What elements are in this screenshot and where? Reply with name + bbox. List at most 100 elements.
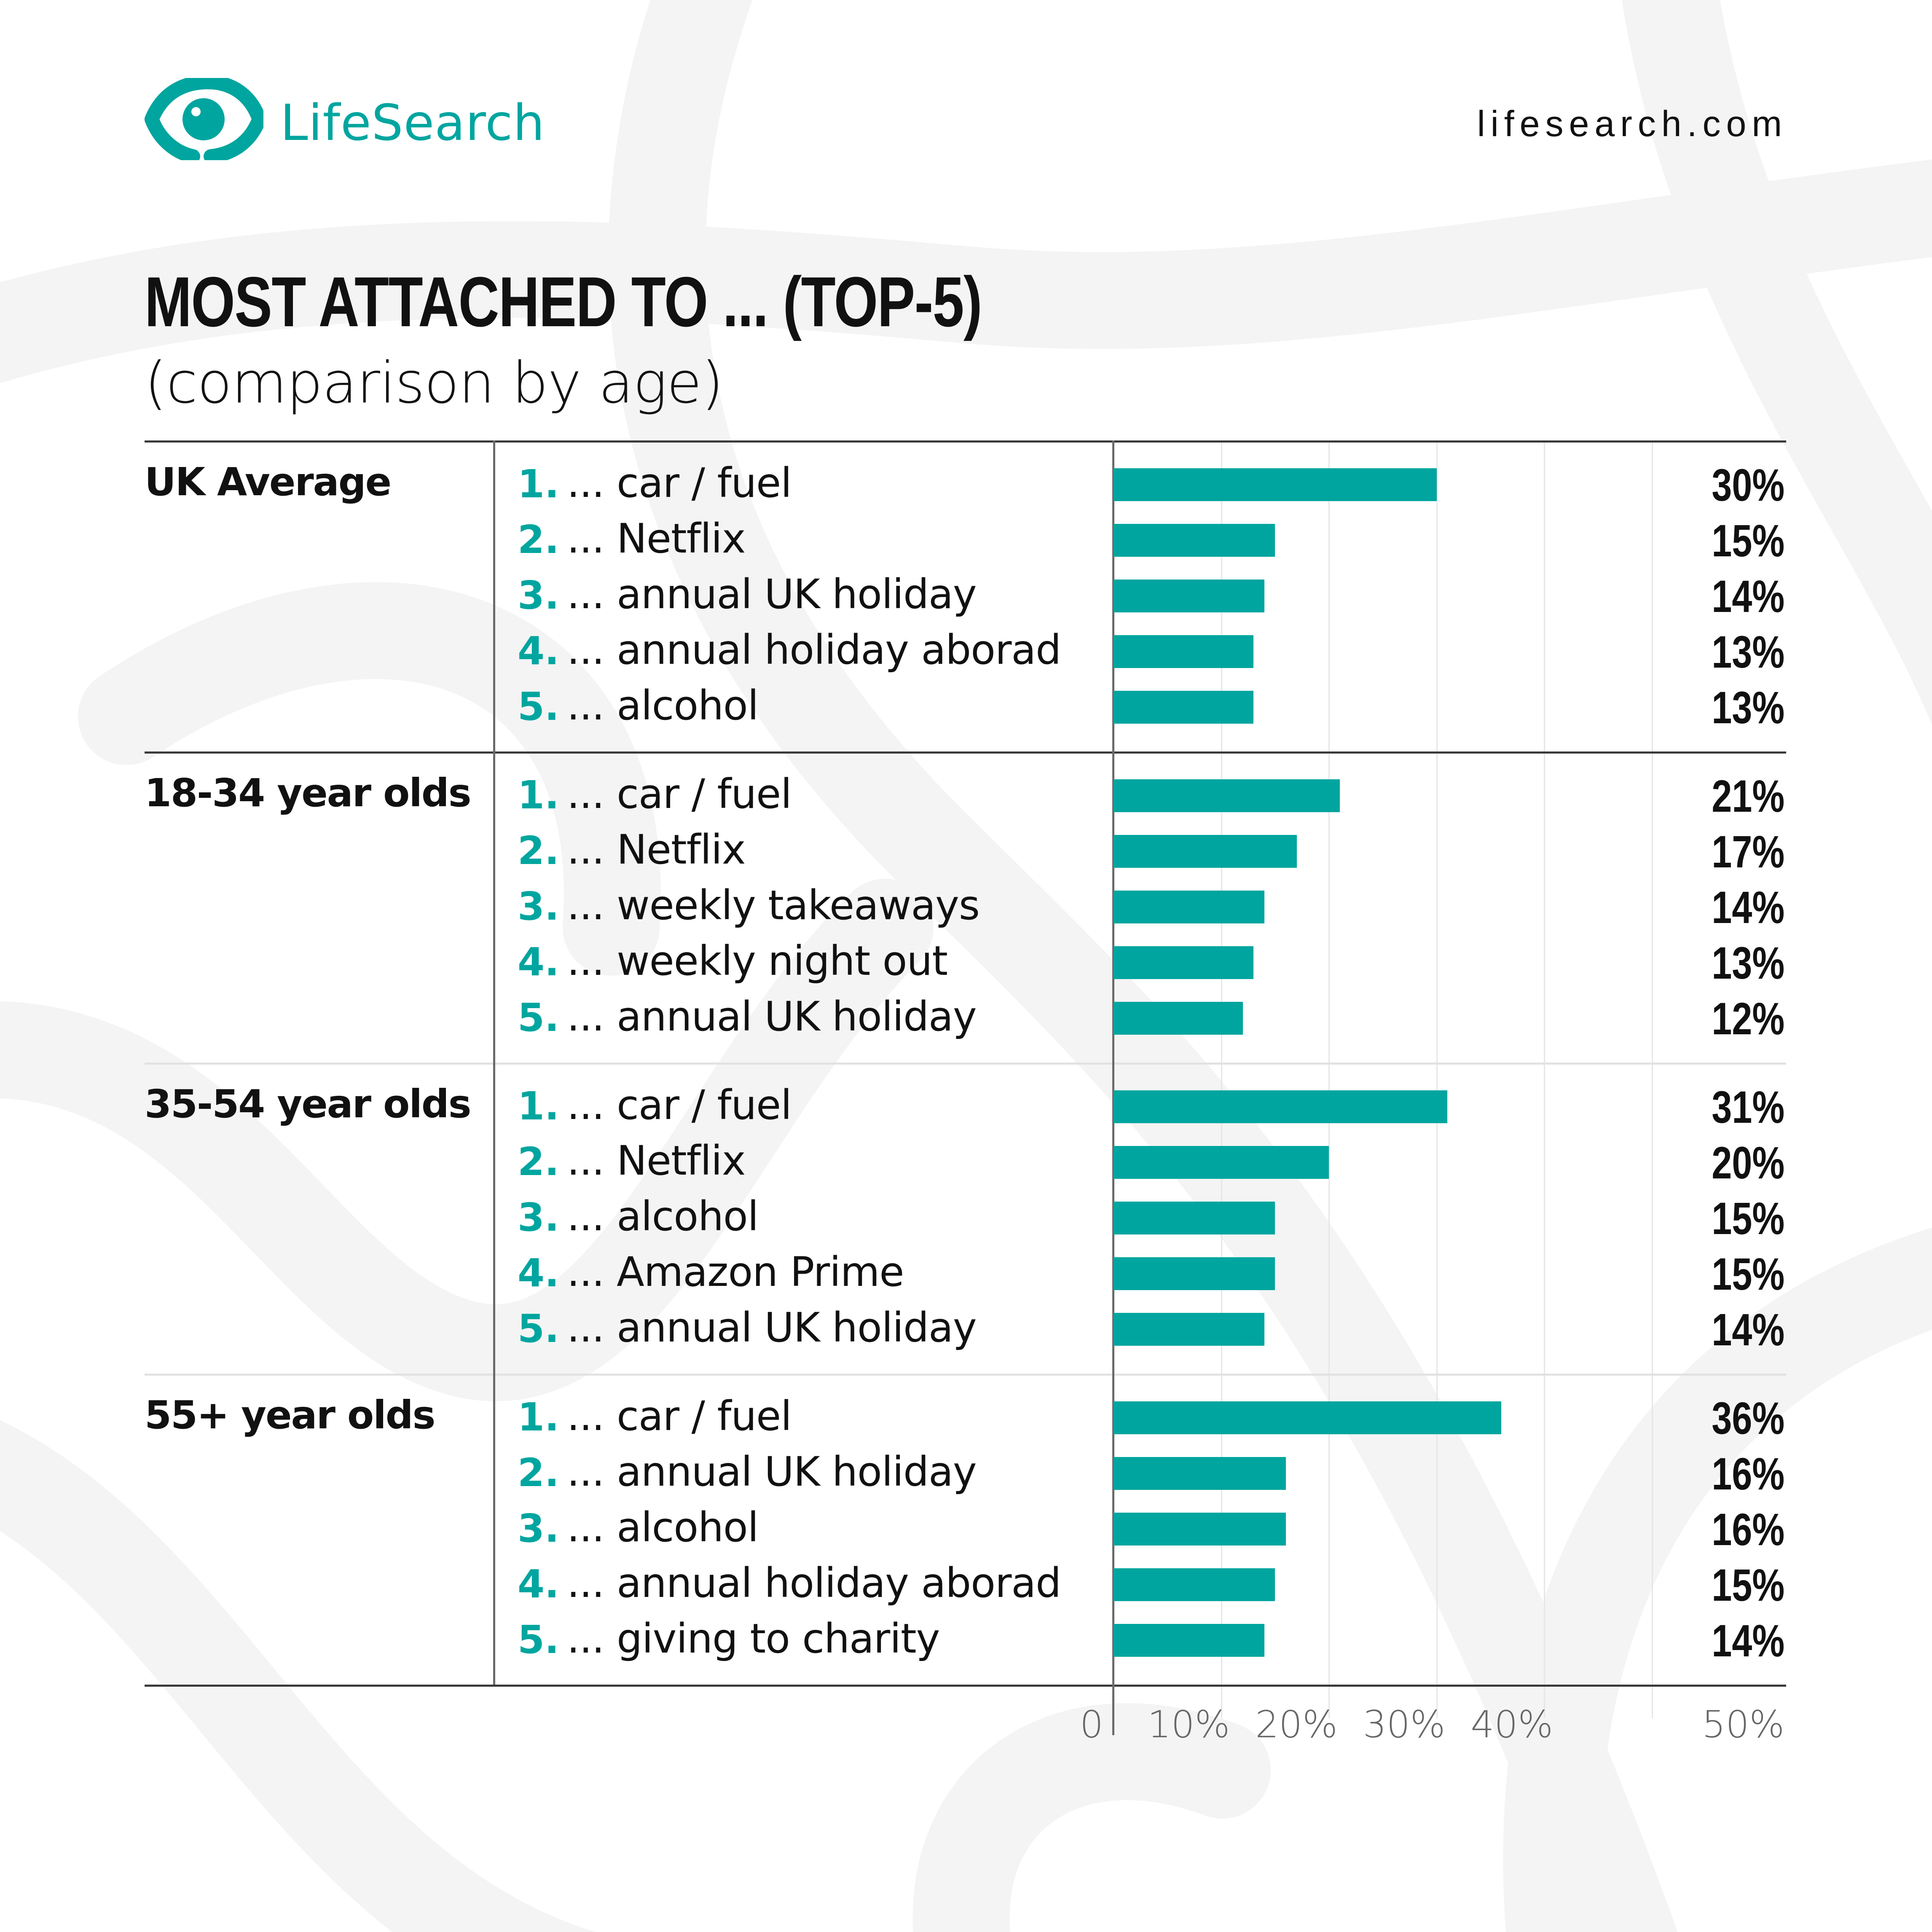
item-label: ... annual holiday aborad bbox=[567, 626, 1061, 674]
x-tick-label: 20% bbox=[1255, 1703, 1338, 1746]
item-rank: 4. bbox=[518, 1562, 559, 1607]
group-label: 55+ year olds bbox=[145, 1393, 435, 1438]
x-tick-label: 10% bbox=[1147, 1703, 1230, 1746]
item-label: ... alcohol bbox=[567, 1504, 759, 1551]
value-label: 15% bbox=[1712, 515, 1784, 566]
item-label: ... car / fuel bbox=[567, 1393, 792, 1440]
chart-title: MOST ATTACHED TO ... (TOP-5) bbox=[145, 262, 982, 341]
item-rank: 4. bbox=[518, 1250, 559, 1296]
site-url[interactable]: lifesearch.com bbox=[1477, 104, 1787, 144]
item-rank: 1. bbox=[518, 462, 559, 507]
item-label: ... alcohol bbox=[567, 1193, 759, 1240]
bar bbox=[1114, 779, 1340, 812]
x-tick-label: 50% bbox=[1702, 1703, 1784, 1746]
item-label: ... Netflix bbox=[567, 826, 746, 873]
item-rank: 5. bbox=[518, 995, 559, 1040]
bar bbox=[1114, 946, 1254, 979]
value-label: 14% bbox=[1712, 571, 1784, 622]
bar bbox=[1114, 580, 1264, 612]
value-label: 15% bbox=[1712, 1559, 1784, 1610]
item-rank: 1. bbox=[518, 1084, 559, 1129]
x-tick-label: 0 bbox=[1080, 1703, 1103, 1746]
value-label: 14% bbox=[1712, 1304, 1784, 1355]
item-rank: 2. bbox=[518, 517, 559, 562]
value-label: 17% bbox=[1712, 826, 1784, 877]
item-rank: 5. bbox=[518, 1306, 559, 1351]
gridline bbox=[1328, 440, 1330, 1718]
item-label: ... giving to charity bbox=[567, 1615, 940, 1662]
value-label: 30% bbox=[1712, 459, 1784, 510]
bar bbox=[1114, 1457, 1286, 1490]
column-divider bbox=[493, 440, 495, 1685]
gridline bbox=[1221, 440, 1222, 1718]
row-separator bbox=[145, 1685, 1786, 1687]
gridline bbox=[1436, 440, 1438, 1718]
value-label: 15% bbox=[1712, 1193, 1784, 1244]
bar bbox=[1114, 635, 1254, 668]
group-label: 18-34 year olds bbox=[145, 770, 471, 816]
item-label: ... annual UK holiday bbox=[567, 571, 977, 618]
value-label: 16% bbox=[1712, 1448, 1784, 1499]
item-rank: 5. bbox=[518, 684, 559, 729]
bar bbox=[1114, 1624, 1264, 1657]
value-label: 14% bbox=[1712, 1615, 1784, 1666]
bar bbox=[1114, 1401, 1502, 1434]
chart-subtitle: (comparison by age) bbox=[145, 350, 724, 416]
bar bbox=[1114, 835, 1297, 868]
item-label: ... weekly takeaways bbox=[567, 882, 980, 929]
item-rank: 3. bbox=[518, 884, 559, 929]
gridline bbox=[1544, 440, 1546, 1718]
item-label: ... annual UK holiday bbox=[567, 1448, 977, 1495]
group-label: UK Average bbox=[145, 459, 392, 504]
row-separator bbox=[145, 1063, 1786, 1065]
value-label: 20% bbox=[1712, 1137, 1784, 1188]
value-label: 13% bbox=[1712, 937, 1784, 988]
value-label: 15% bbox=[1712, 1248, 1784, 1299]
y-axis-line bbox=[1112, 440, 1114, 1735]
group-label: 35-54 year olds bbox=[145, 1081, 471, 1127]
bar bbox=[1114, 524, 1275, 557]
item-rank: 3. bbox=[518, 1506, 559, 1551]
item-rank: 5. bbox=[518, 1617, 559, 1662]
bar bbox=[1114, 1568, 1275, 1601]
x-tick-label: 30% bbox=[1363, 1703, 1446, 1746]
bar bbox=[1114, 1090, 1448, 1123]
item-label: ... car / fuel bbox=[567, 459, 792, 507]
item-rank: 2. bbox=[518, 1450, 559, 1495]
bar bbox=[1114, 691, 1254, 724]
item-rank: 4. bbox=[518, 939, 559, 985]
value-label: 16% bbox=[1712, 1504, 1784, 1555]
item-label: ... annual UK holiday bbox=[567, 993, 977, 1040]
row-separator bbox=[145, 751, 1786, 754]
item-label: ... weekly night out bbox=[567, 937, 948, 985]
item-rank: 1. bbox=[518, 773, 559, 818]
value-label: 14% bbox=[1712, 882, 1784, 933]
item-label: ... annual holiday aborad bbox=[567, 1559, 1061, 1607]
gridline bbox=[1652, 440, 1653, 1718]
item-rank: 2. bbox=[518, 1139, 559, 1184]
bar bbox=[1114, 1146, 1329, 1179]
item-label: ... alcohol bbox=[567, 682, 759, 729]
item-label: ... Netflix bbox=[567, 1137, 746, 1184]
item-label: ... car / fuel bbox=[567, 770, 792, 818]
bar bbox=[1114, 1257, 1275, 1290]
brand-name: LifeSearch bbox=[280, 94, 545, 152]
bar bbox=[1114, 1513, 1286, 1546]
item-rank: 3. bbox=[518, 1195, 559, 1240]
bar bbox=[1114, 468, 1437, 501]
bar bbox=[1114, 1313, 1264, 1346]
value-label: 31% bbox=[1712, 1081, 1784, 1132]
item-rank: 1. bbox=[518, 1395, 559, 1440]
item-rank: 4. bbox=[518, 628, 559, 674]
value-label: 13% bbox=[1712, 626, 1784, 677]
bar bbox=[1114, 1002, 1243, 1035]
item-label: ... car / fuel bbox=[567, 1081, 792, 1129]
bar bbox=[1114, 891, 1264, 923]
item-rank: 2. bbox=[518, 828, 559, 873]
value-label: 13% bbox=[1712, 682, 1784, 733]
row-separator bbox=[145, 1374, 1786, 1376]
x-tick-label: 40% bbox=[1470, 1703, 1553, 1746]
item-label: ... Netflix bbox=[567, 515, 746, 562]
bar bbox=[1114, 1202, 1275, 1234]
